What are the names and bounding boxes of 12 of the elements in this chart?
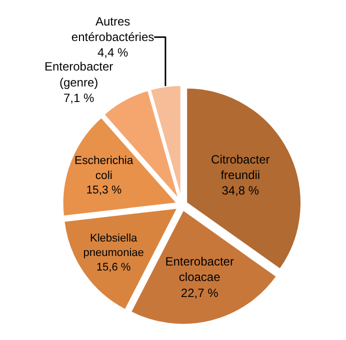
data-label: 15,3 % <box>86 184 122 197</box>
slice-label: Escherichia coli <box>74 155 134 182</box>
data-label: 34,8 % <box>222 183 260 198</box>
data-label: 22,7 % <box>180 286 219 300</box>
slice-label: Citrobacter freundii <box>211 152 270 182</box>
slice-label: Klebsiella pneumoniae <box>83 232 144 259</box>
slice-label: Enterobacter cloacae <box>165 254 234 284</box>
slice-label: Enterobacter (genre) <box>44 60 114 90</box>
data-label: 4,4 % <box>97 46 128 60</box>
slice-label: Autres entérobactéries <box>71 14 154 44</box>
data-label: 7,1 % <box>63 90 94 105</box>
data-label: 15,6 % <box>96 261 131 274</box>
